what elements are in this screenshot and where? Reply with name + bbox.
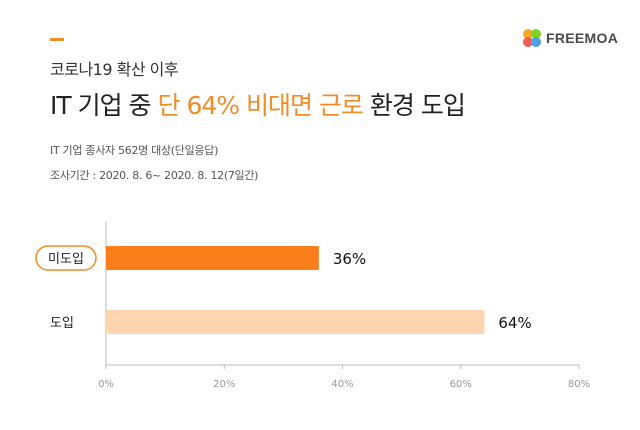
chart-subtitle: 코로나19 확산 이후 bbox=[50, 60, 179, 79]
chart-title: IT 기업 중 단 64% 비대면 근로 환경 도입 bbox=[50, 86, 466, 122]
title-highlight: 단 64% 비대면 근로 bbox=[157, 91, 364, 120]
title-post: 환경 도입 bbox=[362, 91, 466, 120]
bar-value-label: 64% bbox=[498, 314, 531, 332]
bar bbox=[106, 246, 319, 270]
survey-sample-note: IT 기업 종사자 562명 대상(단일응답) bbox=[50, 144, 219, 157]
survey-period-note: 조사기간 : 2020. 8. 6~ 2020. 8. 12(7일간) bbox=[50, 169, 259, 182]
bar-value-label: 36% bbox=[333, 250, 366, 268]
x-tick-label: 20% bbox=[213, 379, 235, 390]
bar bbox=[106, 310, 485, 334]
brand-name: FREEMOA bbox=[546, 30, 619, 46]
x-tick-label: 80% bbox=[568, 379, 590, 390]
category-highlight-pill bbox=[35, 245, 97, 271]
title-pre: IT 기업 중 bbox=[50, 91, 158, 120]
brand-logo: FREEMOA bbox=[522, 28, 618, 48]
category-label: 도입 bbox=[50, 316, 74, 331]
accent-line bbox=[50, 38, 64, 41]
x-tick-label: 40% bbox=[331, 379, 353, 390]
freemoa-logo-icon bbox=[523, 29, 541, 47]
category-label: 미도입 bbox=[48, 252, 84, 267]
x-tick-label: 60% bbox=[450, 379, 472, 390]
x-tick-label: 0% bbox=[98, 379, 114, 390]
